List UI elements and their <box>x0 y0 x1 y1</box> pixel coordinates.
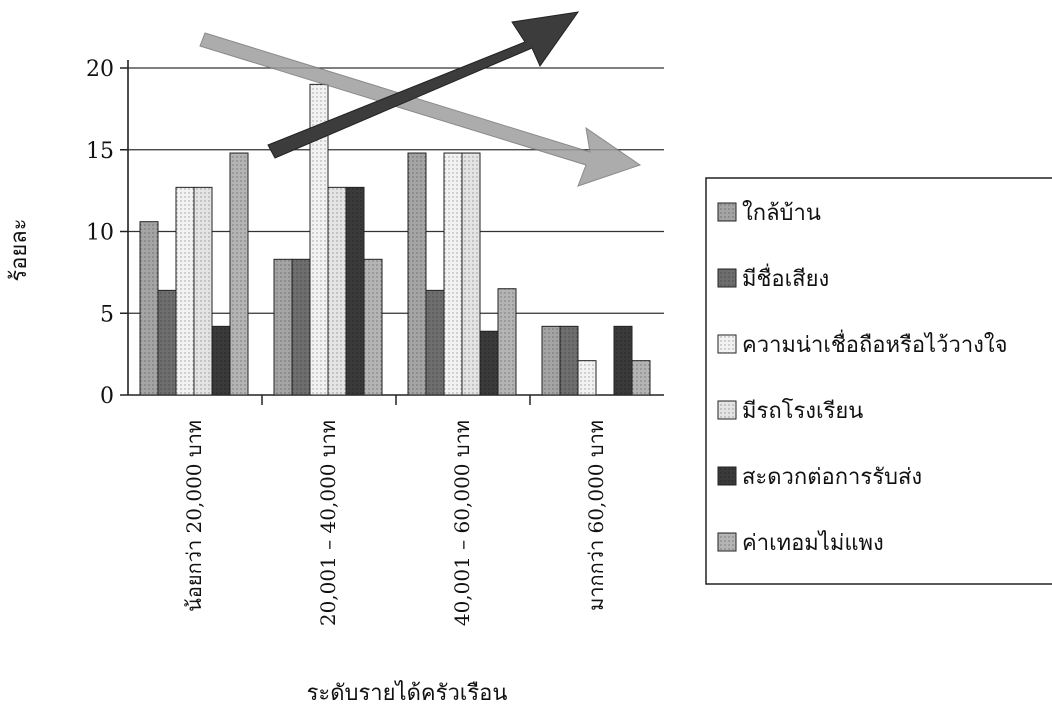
bar-texture <box>480 331 498 395</box>
legend-label: สะดวกต่อการรับส่ง <box>742 465 922 490</box>
x-category-label: 20,001 – 40,000 บาท <box>316 420 340 626</box>
y-tick-labels: 0 5 10 15 20 <box>86 57 114 409</box>
bar-texture <box>194 187 212 395</box>
bar-texture <box>542 326 560 395</box>
bar-texture <box>560 326 578 395</box>
bar-texture <box>346 187 364 395</box>
bar-texture <box>274 259 292 395</box>
legend-label: ใกล้บ้าน <box>742 200 821 226</box>
legend-swatch-texture <box>718 335 736 353</box>
legend-swatch-texture <box>718 533 736 551</box>
legend-label: ค่าเทอมไม่แพง <box>742 530 884 556</box>
y-tick-label: 0 <box>100 384 114 409</box>
bar-texture <box>212 326 230 395</box>
gridlines <box>128 67 664 314</box>
y-tick-label: 5 <box>100 302 114 327</box>
x-category-label: น้อยกว่า 20,000 บาท <box>182 420 206 612</box>
y-tick-label: 15 <box>86 139 114 164</box>
legend-swatch-texture <box>718 269 736 287</box>
x-axis-title: ระดับรายได้ครัวเรือน <box>307 680 508 706</box>
legend-box <box>705 177 1052 585</box>
bar-texture <box>632 360 650 395</box>
bar-texture <box>408 153 426 395</box>
bar-texture <box>310 84 328 395</box>
decreasing-trend-arrow <box>199 32 642 187</box>
bar-texture <box>364 259 382 395</box>
legend: ใกล้บ้านมีชื่อเสียงความน่าเชื่อถือหรือไว… <box>705 177 1052 585</box>
legend-swatch-texture <box>718 203 736 221</box>
bar-texture <box>328 187 346 395</box>
bar-texture <box>230 153 248 395</box>
bar-texture <box>578 360 596 395</box>
y-axis-title: ร้อยละ <box>7 218 32 281</box>
bar-texture <box>292 259 310 395</box>
legend-label: ความน่าเชื่อถือหรือไว้วางใจ <box>742 329 1008 358</box>
bar-texture <box>426 290 444 395</box>
bar-texture <box>140 221 158 395</box>
legend-label: มีชื่อเสียง <box>742 263 829 292</box>
bar-texture <box>614 326 632 395</box>
x-category-label: 40,001 – 60,000 บาท <box>450 420 474 626</box>
bar-texture <box>444 153 462 395</box>
legend-swatch-texture <box>718 467 736 485</box>
y-tick-label: 20 <box>86 57 114 82</box>
trend-arrows <box>199 11 642 187</box>
bar-texture <box>176 187 194 395</box>
x-category-labels: น้อยกว่า 20,000 บาท 20,001 – 40,000 บาท 40… <box>182 420 608 626</box>
x-category-label: มากกว่า 60,000 บาท <box>584 420 608 611</box>
bars <box>139 83 651 396</box>
bar-texture <box>158 290 176 395</box>
legend-label: มีรถโรงเรียน <box>742 398 863 424</box>
increasing-trend-arrow <box>267 11 580 159</box>
bar-texture <box>462 153 480 395</box>
y-tick-label: 10 <box>86 221 114 246</box>
bar-texture <box>498 288 516 395</box>
legend-swatch-texture <box>718 401 736 419</box>
